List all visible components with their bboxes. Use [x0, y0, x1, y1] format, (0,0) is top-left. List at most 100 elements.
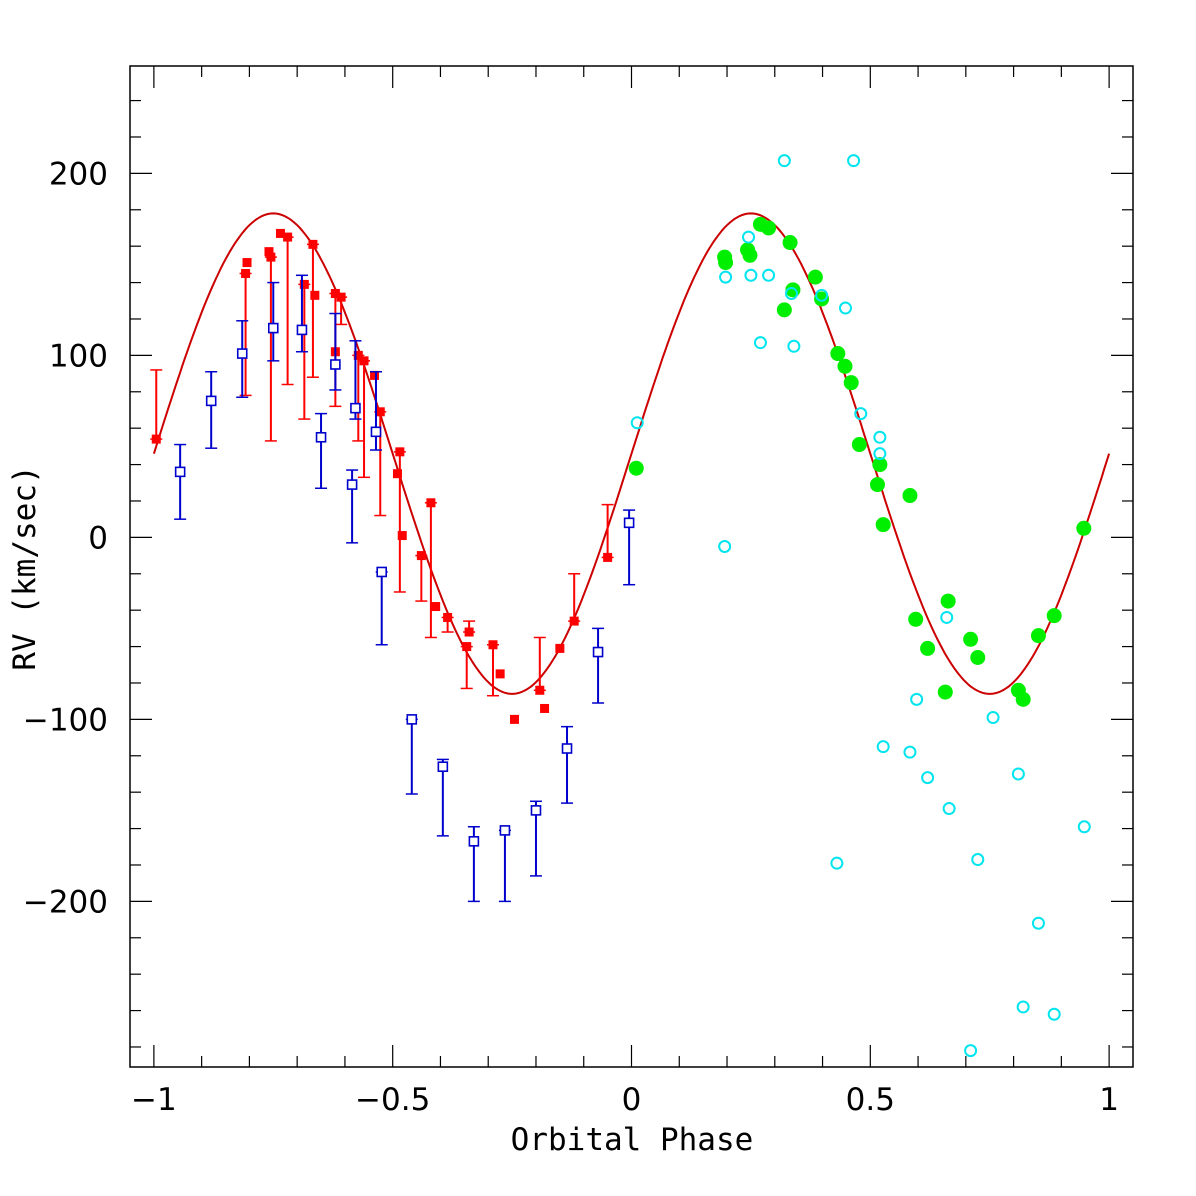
data-point — [837, 358, 853, 374]
data-point — [718, 539, 732, 553]
data-point — [777, 154, 791, 168]
data-point — [308, 239, 318, 249]
data-point — [397, 531, 407, 541]
data-point — [416, 551, 426, 561]
data-point — [782, 235, 798, 251]
data-point — [1011, 767, 1025, 781]
data-point — [275, 228, 285, 238]
data-point — [264, 247, 274, 257]
data-point — [1046, 608, 1062, 624]
model-rv-curve — [152, 212, 1111, 695]
data-point — [903, 745, 917, 759]
data-point — [830, 346, 846, 362]
data-point — [555, 643, 565, 653]
data-point — [940, 610, 954, 624]
y-tick-label: −100 — [23, 702, 108, 738]
x-axis-title: Orbital Phase — [511, 1122, 754, 1158]
y-tick-label: −200 — [23, 884, 108, 920]
data-point — [970, 650, 986, 665]
data-point — [1031, 916, 1045, 930]
data-point — [346, 479, 358, 490]
data-point — [744, 268, 758, 282]
x-tick-label: −0.5 — [355, 1082, 430, 1118]
data-point — [370, 370, 380, 380]
data-point — [468, 836, 480, 847]
data-point — [719, 270, 733, 284]
data-point — [742, 247, 758, 263]
data-point — [353, 350, 363, 360]
data-point — [815, 288, 829, 302]
data-point — [488, 640, 498, 650]
data-point — [375, 407, 385, 417]
data-points-layer — [150, 154, 1092, 1058]
data-point — [872, 457, 888, 473]
data-point — [718, 255, 734, 271]
data-point — [267, 322, 279, 334]
data-point — [742, 230, 756, 244]
data-point — [838, 301, 852, 315]
data-point — [299, 279, 309, 289]
data-point — [310, 290, 320, 300]
plot-frame — [129, 65, 1134, 1068]
data-point — [873, 430, 887, 444]
data-point — [242, 258, 252, 268]
data-point — [814, 291, 830, 307]
data-point — [1016, 1000, 1030, 1014]
data-point — [920, 640, 936, 656]
data-point — [569, 616, 579, 626]
data-point — [370, 426, 382, 438]
data-point — [205, 395, 217, 407]
x-tick-label: 1 — [1099, 1082, 1119, 1118]
model-curve-layer — [152, 212, 1111, 695]
x-tick-label: 0.5 — [846, 1082, 895, 1118]
data-point — [462, 642, 472, 652]
data-point — [843, 375, 859, 391]
data-point — [902, 488, 918, 504]
data-point — [499, 825, 511, 836]
y-tick-label: 100 — [49, 338, 108, 374]
plot-border — [129, 65, 1134, 1068]
data-point — [937, 684, 953, 700]
data-point — [495, 669, 505, 679]
data-point — [359, 356, 369, 366]
data-point — [1047, 1007, 1061, 1021]
y-tick-label: 0 — [88, 520, 108, 556]
data-point — [330, 359, 341, 370]
data-point — [395, 447, 405, 457]
data-point — [876, 740, 890, 754]
data-point — [350, 402, 361, 414]
data-point — [628, 460, 644, 476]
data-point — [437, 761, 449, 773]
data-point — [873, 447, 887, 461]
data-point — [561, 743, 573, 754]
data-point — [315, 431, 327, 443]
data-point — [509, 714, 519, 724]
x-tick-label: −1 — [131, 1082, 177, 1118]
data-point — [151, 434, 161, 444]
data-point — [910, 692, 924, 706]
data-point — [908, 611, 924, 627]
data-point — [630, 416, 644, 430]
data-point — [851, 437, 867, 453]
data-point — [807, 269, 823, 285]
data-point — [964, 1044, 978, 1058]
data-point — [174, 466, 186, 478]
data-point — [283, 232, 293, 242]
data-point — [787, 339, 801, 353]
data-point — [761, 220, 777, 236]
data-point — [971, 853, 985, 867]
data-point — [753, 336, 767, 350]
data-point — [869, 477, 885, 493]
data-point — [921, 771, 935, 785]
data-point — [392, 469, 402, 479]
data-point — [603, 552, 613, 562]
data-point — [875, 517, 891, 533]
data-point — [940, 593, 956, 609]
data-point — [530, 805, 542, 816]
data-point — [266, 252, 276, 262]
tick-labels-layer: −1 −0.5 0 0.5 1 −200 −100 0 100 200 — [23, 156, 1119, 1118]
data-point — [963, 631, 979, 647]
x-tick-label: 0 — [622, 1082, 642, 1118]
data-point — [847, 154, 861, 168]
